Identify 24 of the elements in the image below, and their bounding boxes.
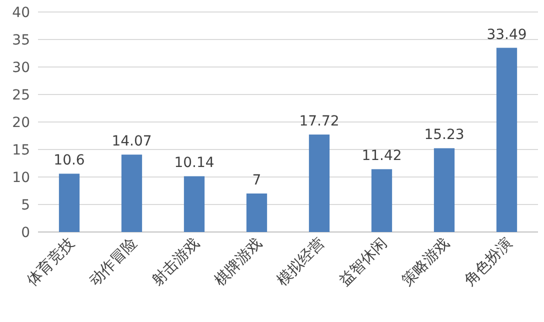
data-label: 7 [252,172,262,188]
category: 射击游戏 [148,234,204,290]
category: 动作冒险 [85,234,141,290]
ytick: 15 [12,142,30,158]
category: 棋牌游戏 [210,234,266,290]
data-label: 10.14 [174,155,214,172]
ytick: 5 [21,198,30,214]
ytick: 40 [12,5,30,21]
ytick: 30 [12,60,30,76]
category: 策略游戏 [398,234,454,290]
ytick: 10 [12,170,30,186]
category: 模拟经营 [272,234,328,290]
category: 角色扮演 [460,234,516,290]
ytick: 25 [12,88,30,104]
data-label: 17.72 [299,114,340,130]
data-label: 11.42 [362,148,402,164]
ytick: 20 [12,115,30,131]
category: 益智休闲 [335,234,391,290]
ytick: 35 [12,32,30,48]
ytick: 0 [21,225,30,241]
data-label: 14.07 [112,134,152,150]
data-label: 33.49 [486,26,527,43]
data-label: 15.23 [424,127,464,144]
data-label: 10.6 [54,152,85,169]
